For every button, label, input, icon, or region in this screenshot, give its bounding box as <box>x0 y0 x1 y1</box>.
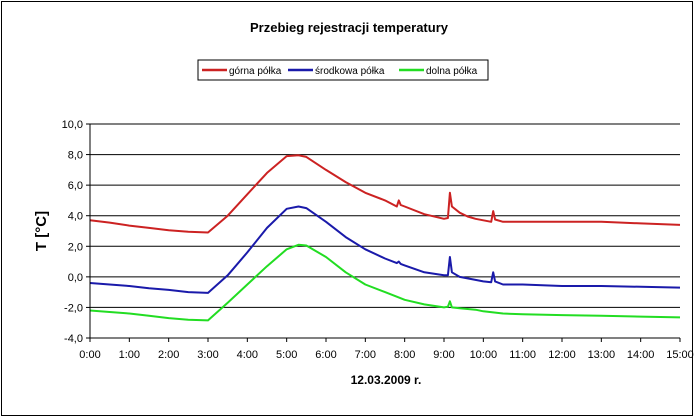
y-tick-label: -2,0 <box>64 302 83 314</box>
y-tick-label: 0,0 <box>68 272 83 284</box>
series-lines <box>89 154 681 322</box>
x-tick-label: 10:00 <box>470 349 498 361</box>
y-tick-labels: -4,0 -2,0 0,0 2,0 4,0 6,0 8,0 10,0 <box>62 119 90 345</box>
series-line-gorna <box>89 154 681 234</box>
y-axis-label: T [°C] <box>33 211 50 251</box>
x-tick-label: 4:00 <box>237 349 258 361</box>
x-axis-label: 12.03.2009 r. <box>351 373 422 387</box>
series-line-srodkowa <box>89 205 681 294</box>
y-tick-label: 4,0 <box>68 211 83 223</box>
x-tick-label: 11:00 <box>509 349 536 361</box>
legend-label-gorna: górna półka <box>229 66 282 77</box>
x-tick-label: 7:00 <box>355 349 376 361</box>
axes <box>89 124 680 339</box>
x-tick-label: 12:00 <box>548 349 576 361</box>
x-tick-label: 14:00 <box>627 349 655 361</box>
x-tick-label: 9:00 <box>433 349 454 361</box>
y-tick-label: 6,0 <box>68 180 83 192</box>
legend-label-dolna: dolna półka <box>426 66 478 77</box>
legend-label-srodkowa: środkowa półka <box>315 66 385 77</box>
y-tick-label: 10,0 <box>62 119 83 131</box>
series-line-dolna <box>89 243 681 322</box>
x-tick-label: 3:00 <box>197 349 218 361</box>
x-tick-label: 13:00 <box>588 349 616 361</box>
legend-box <box>197 59 489 81</box>
x-tick-label: 1:00 <box>119 349 140 361</box>
legend: górna półka środkowa półka dolna półka <box>197 59 489 81</box>
y-tick-label: -4,0 <box>64 333 83 345</box>
x-tick-label: 6:00 <box>315 349 336 361</box>
y-tick-label: 2,0 <box>68 241 83 253</box>
x-tick-label: 15:00 <box>666 349 694 361</box>
x-tick-label: 5:00 <box>276 349 297 361</box>
gridlines <box>90 123 680 308</box>
x-tick-label: 8:00 <box>394 349 415 361</box>
chart-title: Przebieg rejestracji temperatury <box>250 20 449 35</box>
y-tick-label: 8,0 <box>68 150 83 162</box>
x-tick-label: 2:00 <box>158 349 179 361</box>
x-tick-labels: 0:00 1:00 2:00 3:00 4:00 5:00 6:00 7:00 8:00 9:00… <box>79 338 694 361</box>
x-tick-label: 0:00 <box>79 349 100 361</box>
